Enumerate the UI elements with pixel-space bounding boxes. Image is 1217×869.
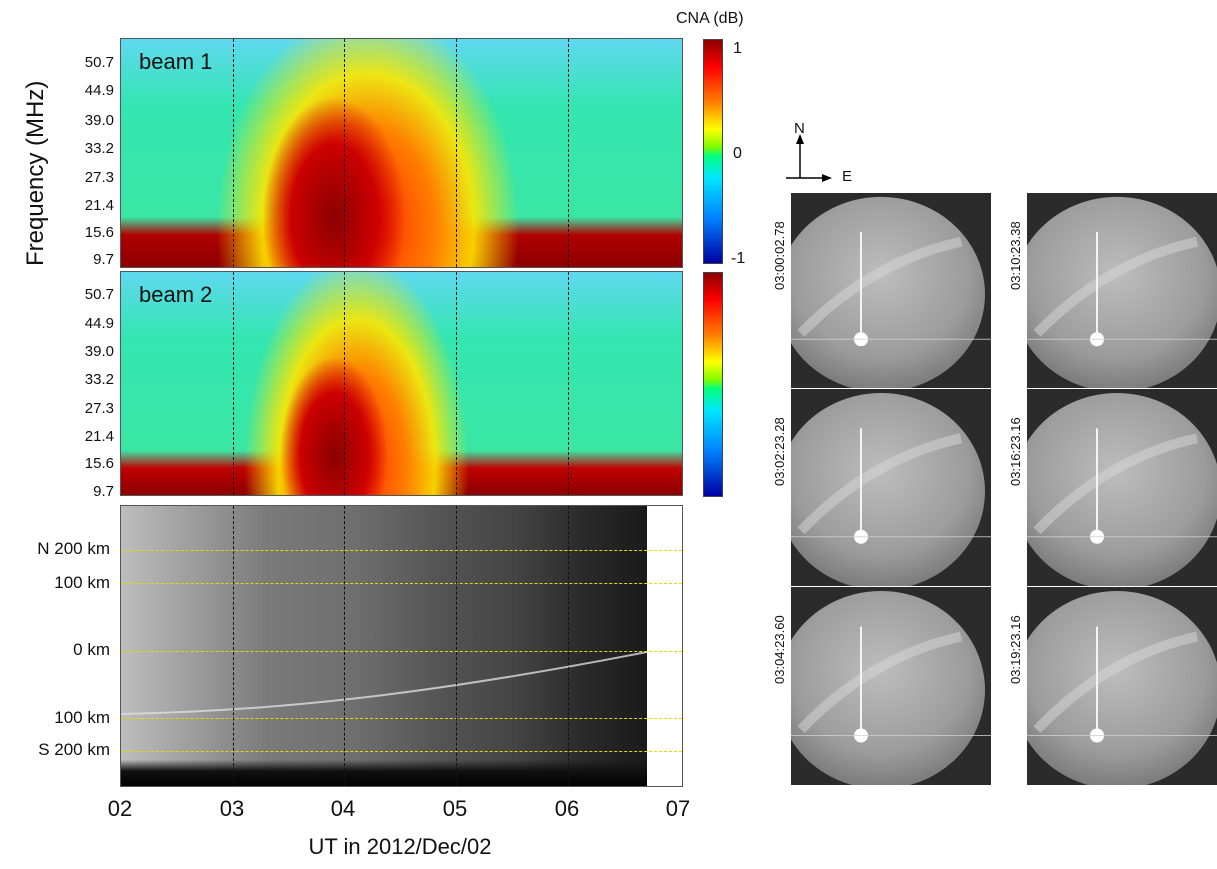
sky-image-2	[791, 389, 991, 586]
km-line-s100	[121, 718, 682, 719]
compass-east-label: E	[842, 168, 853, 185]
heatmap-beam1: beam 1	[120, 38, 683, 268]
ytick: 27.3	[84, 169, 114, 186]
sky-image-3	[791, 587, 991, 785]
colorbar-title: CNA (dB)	[676, 10, 744, 27]
ut-line-06	[568, 39, 569, 267]
ytick: 9.7	[93, 483, 114, 500]
fisheye-view	[1027, 587, 1217, 785]
km-line-n200	[121, 550, 682, 551]
panel-label-beam2: beam 2	[139, 282, 213, 307]
fisheye-view	[791, 193, 991, 388]
xtick: 05	[442, 796, 468, 821]
ut-line-04	[344, 39, 345, 267]
sky-label-4: 03:10:23.38	[1008, 221, 1023, 290]
sky-image-6	[1027, 587, 1217, 785]
compass-north-label: N	[794, 120, 805, 137]
fisheye-view	[791, 587, 991, 785]
xtick: 02	[107, 796, 133, 821]
km-label: 100 km	[54, 708, 110, 727]
ut-line-06-k	[568, 506, 569, 786]
ut-line-03-k	[233, 506, 234, 786]
xtick: 07	[665, 796, 691, 821]
ut-line-05-b2	[456, 272, 457, 495]
km-label: N 200 km	[37, 539, 110, 558]
ut-line-04-k	[344, 506, 345, 786]
ytick: 50.7	[84, 286, 114, 303]
ut-line-06-b2	[568, 272, 569, 495]
colorbar-tick-min: -1	[731, 250, 746, 267]
km-label: 100 km	[54, 573, 110, 592]
x-axis-title: UT in 2012/Dec/02	[308, 834, 492, 859]
keogram-panel	[120, 505, 683, 787]
ut-line-05-k	[456, 506, 457, 786]
ytick: 44.9	[84, 315, 114, 332]
fisheye-view	[791, 389, 991, 586]
sky-image-1	[791, 193, 991, 388]
sky-image-4	[1027, 193, 1217, 388]
km-line-s200	[121, 751, 682, 752]
km-label: S 200 km	[38, 740, 110, 759]
colorbar-tick-max: 1	[733, 40, 742, 57]
xtick: 06	[554, 796, 580, 821]
heatmap-beam2: beam 2	[120, 271, 683, 496]
ytick: 21.4	[84, 197, 114, 214]
ytick: 15.6	[84, 224, 114, 241]
sky-label-2: 03:02:23.28	[772, 417, 787, 486]
xtick: 04	[330, 796, 356, 821]
ut-line-03	[233, 39, 234, 267]
km-label: 0 km	[73, 640, 110, 659]
ytick: 39.0	[84, 112, 114, 129]
colorbar-tick-zero: 0	[733, 145, 742, 162]
ytick: 50.7	[84, 54, 114, 71]
ytick: 15.6	[84, 455, 114, 472]
km-line-0	[121, 651, 682, 652]
ytick: 44.9	[84, 82, 114, 99]
sky-image-5	[1027, 389, 1217, 586]
ytick: 33.2	[84, 140, 114, 157]
colorbar-beam1	[703, 39, 723, 264]
xtick: 03	[219, 796, 245, 821]
km-line-n100	[121, 583, 682, 584]
ut-line-05	[456, 39, 457, 267]
colorbar-beam2	[703, 272, 723, 497]
sky-label-1: 03:00:02.78	[772, 221, 787, 290]
ytick: 9.7	[93, 251, 114, 268]
fisheye-view	[1027, 193, 1217, 388]
ytick: 39.0	[84, 343, 114, 360]
ut-line-03-b2	[233, 272, 234, 495]
fisheye-view	[1027, 389, 1217, 586]
sky-label-5: 03:16:23.16	[1008, 417, 1023, 486]
ut-line-04-b2	[344, 272, 345, 495]
keogram-image	[121, 506, 647, 786]
ytick: 21.4	[84, 428, 114, 445]
compass-icon	[786, 134, 832, 182]
sky-label-3: 03:04:23.60	[772, 615, 787, 684]
ytick: 33.2	[84, 371, 114, 388]
ytick: 27.3	[84, 400, 114, 417]
panel-label-beam1: beam 1	[139, 49, 213, 74]
keogram-trail	[121, 651, 647, 715]
sky-label-6: 03:19:23.16	[1008, 615, 1023, 684]
